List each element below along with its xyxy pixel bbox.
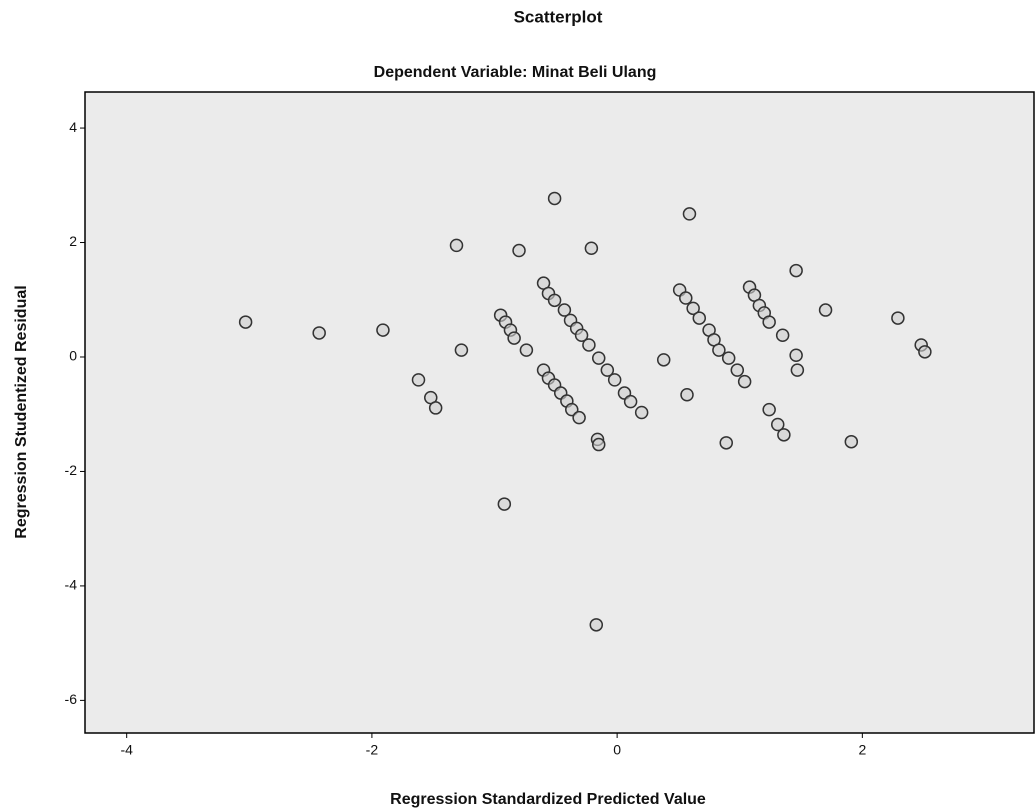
point [692,311,707,325]
point [507,331,521,345]
point [607,373,622,387]
point [582,338,596,352]
point [591,437,606,452]
x-tick-label: -4 [120,742,133,758]
point [428,401,443,415]
point [547,191,562,206]
point [584,241,599,255]
y-tick-label: -2 [65,462,78,478]
point [891,311,905,325]
y-axis-label: Regression Studentized Residual [13,285,30,538]
point [519,343,534,357]
point [634,405,649,420]
point [818,303,833,317]
y-tick-label: 2 [69,233,77,249]
point [790,363,805,377]
point [918,345,932,359]
chart-subtitle: Dependent Variable: Minat Beli Ulang [374,64,657,81]
point [449,238,464,253]
point [719,436,733,450]
point [770,417,785,432]
point [777,428,791,442]
point [376,323,390,337]
point [591,351,606,365]
point [656,353,671,367]
x-tick-label: -2 [366,742,379,758]
point [730,363,745,377]
point [721,351,736,365]
point [844,434,859,449]
point [312,326,326,340]
point [623,394,638,409]
point [547,293,562,308]
point [682,207,697,221]
point [686,301,700,316]
y-tick-label: -4 [65,577,78,593]
chart-title: Scatterplot [514,7,603,26]
point [574,328,589,342]
point [680,388,694,402]
point [600,363,615,377]
point [497,497,512,511]
y-tick-label: 4 [69,119,77,135]
point [572,410,586,425]
point [762,402,776,417]
point [775,328,790,342]
point [737,374,752,389]
point [411,373,426,387]
point [512,243,526,258]
point [679,291,693,305]
y-tick-label: 0 [69,348,77,364]
point [789,348,803,363]
plot-area [84,91,1035,734]
x-tick-label: 0 [613,742,621,758]
point [238,315,253,329]
point [589,618,604,632]
point [762,315,776,329]
point [454,343,469,357]
point [712,343,726,357]
x-tick-label: 2 [858,742,866,758]
x-axis-label: Regression Standardized Predicted Value [390,791,706,808]
y-tick-label: -6 [65,691,78,707]
point [557,303,572,317]
point [789,263,803,278]
